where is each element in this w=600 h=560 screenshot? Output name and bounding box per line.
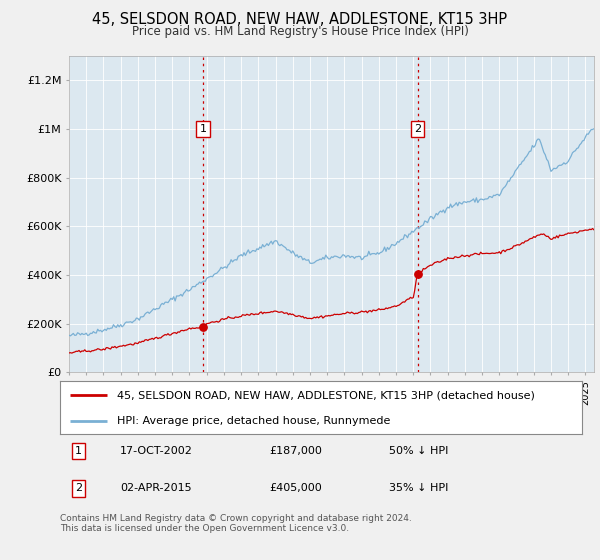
Text: 17-OCT-2002: 17-OCT-2002 [120, 446, 193, 456]
Text: £405,000: £405,000 [269, 483, 322, 493]
Text: 2: 2 [414, 124, 421, 134]
Text: 45, SELSDON ROAD, NEW HAW, ADDLESTONE, KT15 3HP: 45, SELSDON ROAD, NEW HAW, ADDLESTONE, K… [92, 12, 508, 27]
Text: 02-APR-2015: 02-APR-2015 [120, 483, 191, 493]
Text: 1: 1 [75, 446, 82, 456]
Text: 45, SELSDON ROAD, NEW HAW, ADDLESTONE, KT15 3HP (detached house): 45, SELSDON ROAD, NEW HAW, ADDLESTONE, K… [118, 390, 535, 400]
Text: 35% ↓ HPI: 35% ↓ HPI [389, 483, 448, 493]
Point [413, 269, 422, 278]
Text: 50% ↓ HPI: 50% ↓ HPI [389, 446, 448, 456]
Text: 2: 2 [75, 483, 82, 493]
Point [198, 323, 208, 332]
Text: Price paid vs. HM Land Registry's House Price Index (HPI): Price paid vs. HM Land Registry's House … [131, 25, 469, 38]
Text: £187,000: £187,000 [269, 446, 322, 456]
Text: 1: 1 [200, 124, 206, 134]
Text: HPI: Average price, detached house, Runnymede: HPI: Average price, detached house, Runn… [118, 416, 391, 426]
Text: Contains HM Land Registry data © Crown copyright and database right 2024.
This d: Contains HM Land Registry data © Crown c… [60, 514, 412, 534]
